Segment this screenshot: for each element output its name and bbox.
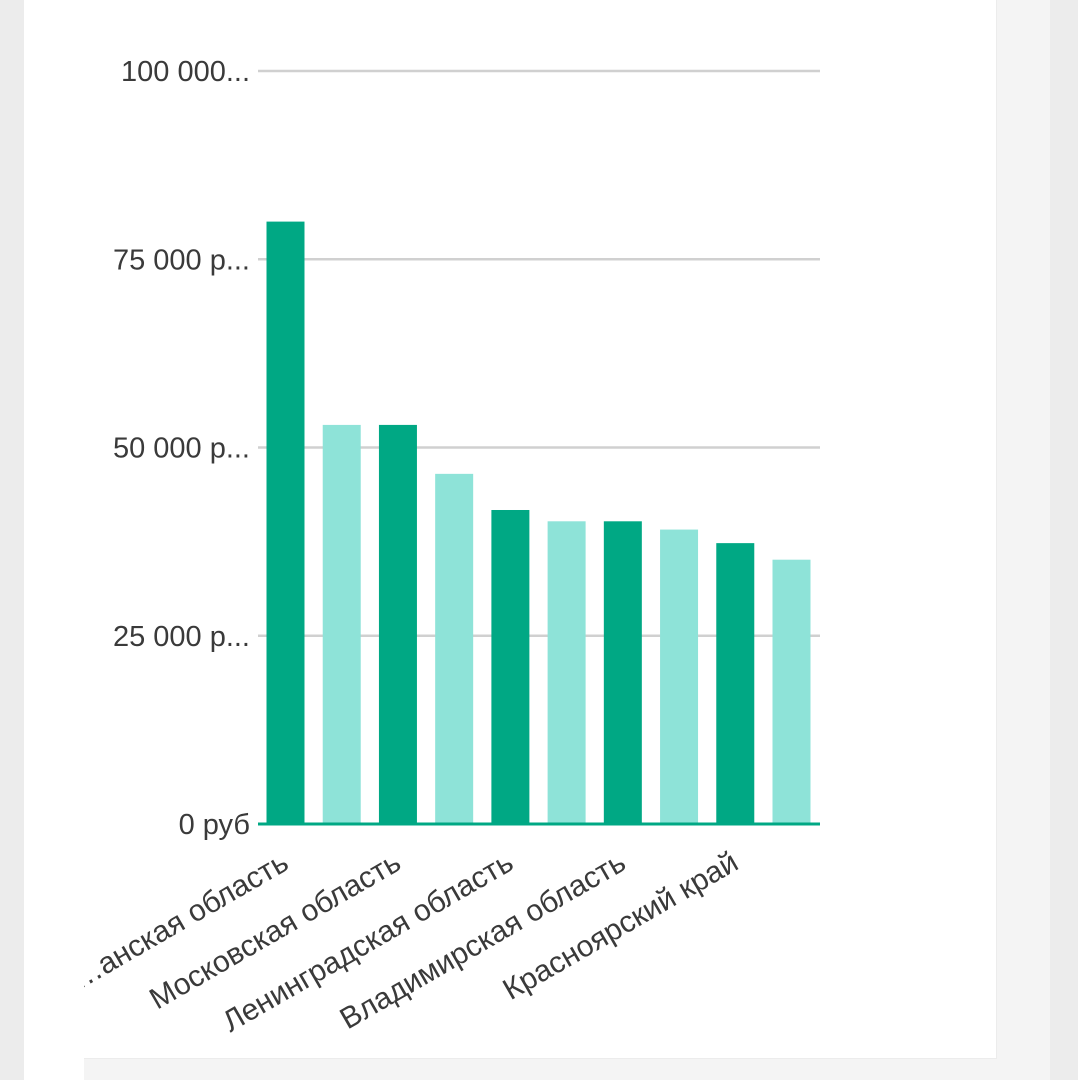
y-tick-label: 25 000 р...: [113, 621, 250, 653]
y-axis-tick-labels: 0 руб 25 000 р... 50 000 р... 75 000 р... 10…: [113, 56, 250, 841]
y-tick-label: 50 000 р...: [113, 433, 250, 465]
bar: [322, 424, 361, 824]
y-tick-label: 0 руб: [179, 809, 250, 841]
bar: [603, 521, 642, 824]
y-tick-label: 75 000 р...: [113, 244, 250, 276]
bar: [491, 509, 530, 824]
y-tick-label: 100 000...: [121, 56, 250, 88]
bar: [660, 529, 699, 824]
bar: [435, 473, 474, 824]
bar: [378, 424, 417, 824]
card-edge: [24, 0, 84, 1080]
bar: [547, 521, 586, 824]
bar: [266, 221, 305, 825]
screen-frame-right: [1050, 0, 1078, 1080]
chart-card: [84, 0, 997, 1059]
bars: [266, 221, 811, 825]
bar: [772, 559, 811, 824]
screen-frame-left: [0, 0, 24, 1080]
bar: [716, 543, 755, 824]
